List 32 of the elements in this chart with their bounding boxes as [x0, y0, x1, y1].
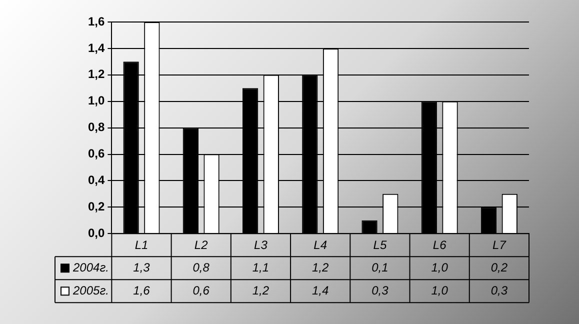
data-label: 1,3	[133, 260, 150, 274]
x-tick-label: L1	[134, 238, 148, 252]
x-tick-label: L5	[373, 238, 387, 252]
data-label: 1,2	[312, 260, 330, 274]
data-label: 1,2	[252, 283, 270, 298]
data-label: 0,2	[490, 260, 508, 274]
data-label: 1,0	[431, 260, 448, 274]
data-label: 1,1	[252, 260, 270, 274]
y-tick-label: 1,6	[88, 14, 105, 28]
data-label: 0,8	[192, 260, 210, 274]
legend-label: 2004г.	[72, 260, 109, 274]
y-tick-label: 0,6	[88, 146, 105, 161]
x-tick-label: L7	[492, 238, 508, 252]
x-tick-label: L6	[432, 238, 447, 252]
y-tick-label: 1,4	[88, 40, 105, 55]
data-label: 0,1	[372, 260, 388, 274]
y-tick-label: 0,2	[88, 199, 105, 214]
y-tick-label: 1,2	[88, 67, 105, 82]
data-label: 0,3	[490, 283, 508, 298]
x-tick-label: L3	[254, 238, 268, 252]
legend-label: 2005г.	[72, 283, 109, 298]
data-label: 0,6	[192, 283, 210, 298]
y-tick-label: 0,4	[88, 173, 105, 188]
data-label: 1,4	[312, 283, 330, 298]
y-tick-label: 0,0	[88, 226, 105, 240]
data-label: 0,3	[372, 283, 389, 298]
y-tick-label: 0,8	[88, 120, 105, 134]
x-tick-label: L4	[314, 238, 328, 252]
y-tick-label: 1,0	[88, 94, 105, 108]
data-label: 1,0	[431, 283, 448, 298]
x-tick-label: L2	[194, 238, 208, 252]
data-label: 1,6	[133, 283, 150, 298]
